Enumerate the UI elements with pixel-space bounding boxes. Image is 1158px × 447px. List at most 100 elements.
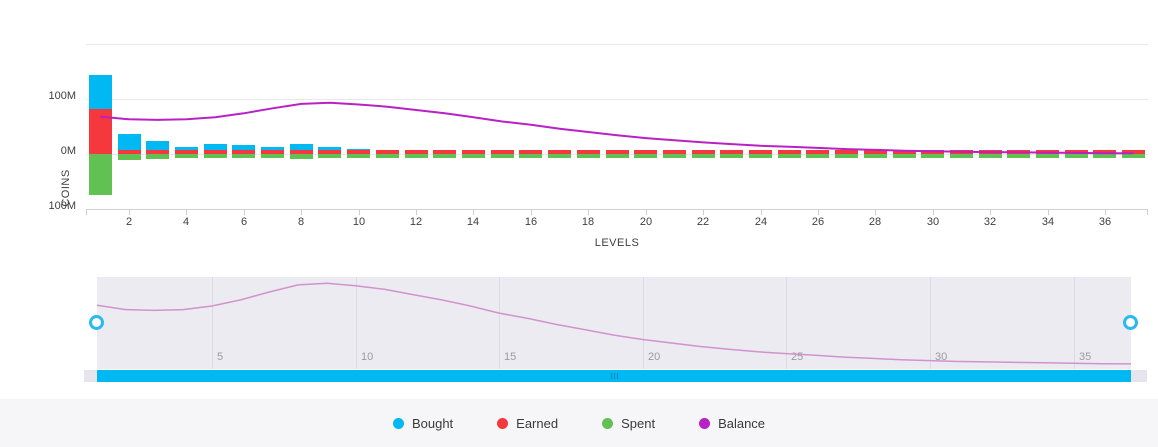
bar-bought-level-6[interactable]	[232, 145, 256, 151]
bar-earned-level-24[interactable]	[749, 150, 772, 154]
bar-spent-level-9[interactable]	[318, 154, 342, 159]
bar-earned-level-8[interactable]	[289, 150, 313, 154]
bar-bought-level-19[interactable]	[605, 149, 629, 151]
bar-bought-level-22[interactable]	[691, 149, 715, 151]
bar-bought-level-21[interactable]	[662, 149, 686, 151]
bar-spent-level-15[interactable]	[490, 154, 514, 158]
bar-spent-level-21[interactable]	[662, 154, 686, 158]
bar-bought-level-1[interactable]	[88, 74, 112, 109]
legend-item-bought[interactable]: Bought	[392, 416, 453, 431]
bar-earned-level-4[interactable]	[174, 150, 198, 154]
bar-earned-level-7[interactable]	[261, 150, 285, 154]
bar-spent-level-24[interactable]	[749, 154, 772, 158]
bar-spent-level-6[interactable]	[232, 154, 256, 159]
bar-earned-level-26[interactable]	[806, 150, 830, 154]
bar-spent-level-25[interactable]	[777, 154, 801, 158]
bar-spent-level-34[interactable]	[1036, 154, 1060, 158]
bar-spent-level-10[interactable]	[347, 154, 371, 159]
bar-earned-level-12[interactable]	[404, 150, 428, 154]
bar-spent-level-26[interactable]	[806, 154, 830, 158]
bar-spent-level-3[interactable]	[146, 154, 170, 159]
bar-earned-level-14[interactable]	[461, 150, 485, 154]
bar-earned-level-3[interactable]	[146, 150, 170, 154]
bar-earned-level-13[interactable]	[433, 150, 457, 154]
balance-line[interactable]	[100, 101, 1134, 155]
bar-bought-level-14[interactable]	[461, 149, 485, 151]
bar-spent-level-14[interactable]	[461, 154, 485, 158]
bar-bought-level-23[interactable]	[720, 149, 744, 151]
bar-spent-level-8[interactable]	[289, 154, 313, 159]
bar-earned-level-1[interactable]	[88, 108, 112, 154]
bar-spent-level-31[interactable]	[949, 154, 973, 158]
bar-earned-level-9[interactable]	[318, 150, 342, 154]
bar-earned-level-18[interactable]	[576, 150, 600, 154]
bar-earned-level-15[interactable]	[490, 150, 514, 154]
bar-earned-level-21[interactable]	[662, 150, 686, 154]
bar-spent-level-22[interactable]	[691, 154, 715, 158]
bar-spent-level-20[interactable]	[634, 154, 658, 158]
bar-earned-level-23[interactable]	[720, 150, 744, 154]
bar-bought-level-11[interactable]	[375, 149, 399, 151]
bar-earned-level-6[interactable]	[232, 150, 256, 154]
bar-earned-level-27[interactable]	[835, 150, 859, 154]
bar-spent-level-16[interactable]	[519, 154, 543, 158]
bar-bought-level-13[interactable]	[433, 149, 457, 151]
navigator-handle-left[interactable]	[89, 315, 104, 330]
bar-earned-level-37[interactable]	[1122, 150, 1146, 154]
bar-earned-level-28[interactable]	[863, 150, 887, 154]
bar-earned-level-25[interactable]	[777, 150, 801, 154]
legend-item-earned[interactable]: Earned	[497, 416, 558, 431]
bar-spent-level-4[interactable]	[174, 154, 198, 159]
bar-bought-level-7[interactable]	[261, 147, 285, 151]
bar-earned-level-16[interactable]	[519, 150, 543, 154]
navigator-handle-right[interactable]	[1123, 315, 1138, 330]
legend-item-spent[interactable]: Spent	[602, 416, 655, 431]
bar-bought-level-4[interactable]	[174, 146, 198, 151]
bar-bought-level-2[interactable]	[117, 134, 141, 151]
bar-bought-level-15[interactable]	[490, 149, 514, 151]
bar-bought-level-3[interactable]	[146, 141, 170, 151]
scrollbar-thumb[interactable]	[97, 370, 1131, 382]
bar-spent-level-29[interactable]	[892, 154, 916, 158]
bar-earned-level-2[interactable]	[117, 150, 141, 154]
bar-spent-level-2[interactable]	[117, 154, 141, 160]
bar-spent-level-5[interactable]	[203, 154, 227, 159]
bar-bought-level-24[interactable]	[749, 149, 772, 151]
bar-spent-level-27[interactable]	[835, 154, 859, 158]
bar-bought-level-10[interactable]	[347, 149, 371, 151]
bar-bought-level-18[interactable]	[576, 149, 600, 151]
bar-bought-level-8[interactable]	[289, 143, 313, 151]
bar-spent-level-37[interactable]	[1122, 154, 1146, 158]
bar-earned-level-22[interactable]	[691, 150, 715, 154]
bar-spent-level-18[interactable]	[576, 154, 600, 158]
bar-bought-level-12[interactable]	[404, 149, 428, 151]
bar-spent-level-19[interactable]	[605, 154, 629, 158]
bar-earned-level-17[interactable]	[548, 150, 572, 154]
bar-earned-level-11[interactable]	[375, 150, 399, 154]
bar-earned-level-5[interactable]	[203, 150, 227, 154]
bar-spent-level-11[interactable]	[375, 154, 399, 159]
legend-item-balance[interactable]: Balance	[699, 416, 765, 431]
navigator-track[interactable]	[97, 277, 1131, 369]
bar-earned-level-10[interactable]	[347, 150, 371, 154]
bar-earned-level-19[interactable]	[605, 150, 629, 154]
bar-bought-level-9[interactable]	[318, 146, 342, 151]
bar-spent-level-23[interactable]	[720, 154, 744, 158]
bar-spent-level-32[interactable]	[978, 154, 1002, 158]
bar-bought-level-20[interactable]	[634, 149, 658, 151]
bar-spent-level-30[interactable]	[921, 154, 945, 158]
bar-earned-level-29[interactable]	[892, 150, 916, 154]
bar-spent-level-13[interactable]	[433, 154, 457, 158]
bar-spent-level-12[interactable]	[404, 154, 428, 159]
bar-spent-level-1[interactable]	[88, 154, 112, 196]
bar-spent-level-33[interactable]	[1007, 154, 1031, 158]
bar-spent-level-35[interactable]	[1064, 154, 1088, 158]
bar-spent-level-36[interactable]	[1093, 154, 1117, 158]
bar-spent-level-7[interactable]	[261, 154, 285, 159]
bar-spent-level-17[interactable]	[548, 154, 572, 158]
bar-spent-level-28[interactable]	[863, 154, 887, 158]
bar-bought-level-5[interactable]	[203, 144, 227, 151]
bar-bought-level-16[interactable]	[519, 149, 543, 151]
bar-earned-level-20[interactable]	[634, 150, 658, 154]
bar-bought-level-17[interactable]	[548, 149, 572, 151]
